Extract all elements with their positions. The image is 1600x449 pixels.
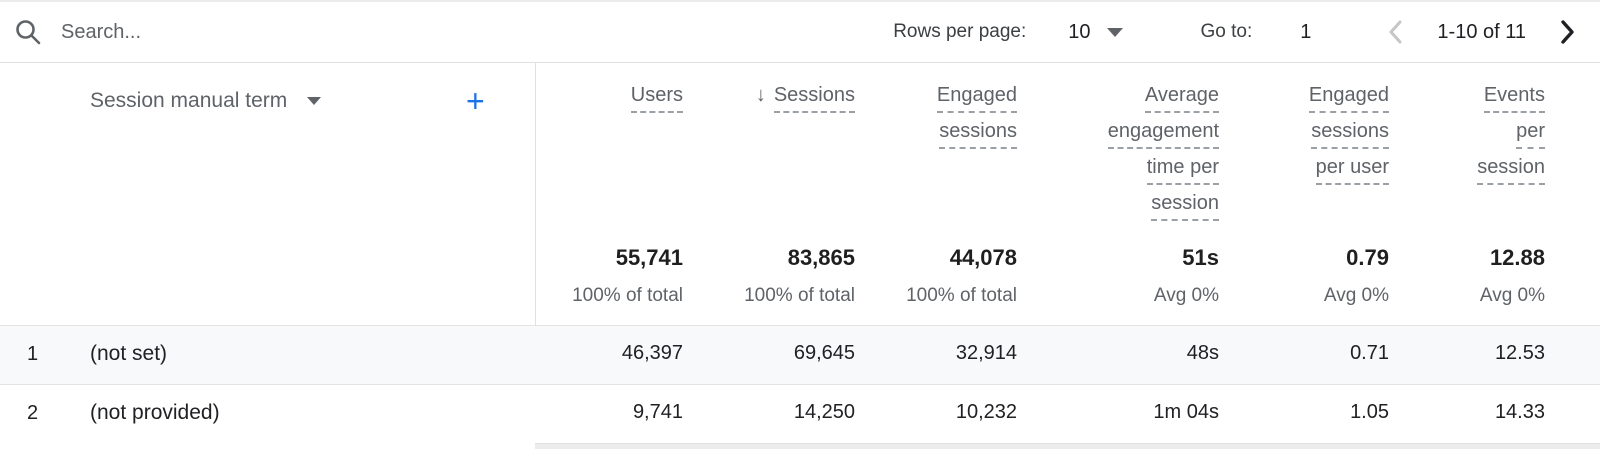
cell-avg-engagement-time: 48s <box>1186 342 1219 364</box>
table-row[interactable]: 1 (not set) 46,397 69,645 32,914 48s 0.7… <box>0 325 1600 384</box>
cell-engaged-sessions-per-user: 1.05 <box>1350 401 1389 423</box>
dimension-caret-icon <box>307 97 322 105</box>
cell-events-per-session: 12.53 <box>1494 342 1545 364</box>
row-metric-values: 9,741 14,250 10,232 1m 04s 1.05 14.33 <box>535 401 1545 424</box>
cell-events-per-session: 14.33 <box>1494 401 1545 423</box>
total-users: 55,741 100% of total <box>572 245 683 306</box>
total-sessions: 83,865 100% of total <box>744 245 855 306</box>
column-header-engaged-sessions[interactable]: Engaged sessions <box>855 84 1017 228</box>
column-headers: Users ↓ Sessions Engaged sessions Average… <box>535 84 1545 228</box>
pager: 1-10 of 11 <box>1381 13 1582 51</box>
plus-icon: + <box>466 83 485 119</box>
table-toolbar: Rows per page: 10 Go to: 1 1-10 of 11 <box>0 0 1600 63</box>
dimension-header-label: Session manual term <box>90 89 288 112</box>
cell-sessions: 69,645 <box>793 342 855 364</box>
dropdown-caret-icon <box>1106 27 1123 37</box>
cell-avg-engagement-time: 1m 04s <box>1153 401 1219 423</box>
row-dimension-value: (not set) <box>90 342 168 365</box>
dimension-header-dropdown[interactable]: Session manual term <box>90 89 322 113</box>
chevron-right-icon <box>1561 20 1574 44</box>
chevron-left-icon <box>1389 20 1402 44</box>
cell-users: 46,397 <box>621 342 683 364</box>
column-header-sessions[interactable]: ↓ Sessions <box>683 84 855 228</box>
totals-row: 55,741 100% of total 83,865 100% of tota… <box>535 245 1545 307</box>
row-number: 1 <box>27 343 39 365</box>
column-header-events-per-session[interactable]: Events per session <box>1389 84 1545 228</box>
total-engaged-sessions-per-user: 0.79 Avg 0% <box>1323 245 1389 306</box>
cell-sessions: 14,250 <box>793 401 855 423</box>
rows-per-page-select[interactable]: 10 <box>1068 20 1123 44</box>
next-page-button[interactable] <box>1552 13 1582 51</box>
row-dimension-value: (not provided) <box>90 401 220 424</box>
pagination-range: 1-10 of 11 <box>1437 20 1526 43</box>
total-events-per-session: 12.88 Avg 0% <box>1479 245 1545 306</box>
previous-page-button[interactable] <box>1381 13 1411 51</box>
pagination-controls: Rows per page: 10 Go to: 1 1-10 of 11 <box>893 13 1600 51</box>
row-metric-values: 46,397 69,645 32,914 48s 0.71 12.53 <box>535 342 1545 365</box>
search-input[interactable] <box>61 20 481 44</box>
rows-per-page-value: 10 <box>1068 20 1091 43</box>
cell-engaged-sessions-per-user: 0.71 <box>1350 342 1389 364</box>
sort-descending-icon: ↓ <box>755 84 766 106</box>
table-row[interactable]: 2 (not provided) 9,741 14,250 10,232 1m … <box>0 384 1600 443</box>
column-header-engaged-sessions-per-user[interactable]: Engaged sessions per user <box>1219 84 1389 228</box>
total-engaged-sessions: 44,078 100% of total <box>906 245 1017 306</box>
column-header-avg-engagement-time[interactable]: Average engagement time per session <box>1017 84 1219 228</box>
column-header-users[interactable]: Users <box>535 84 683 228</box>
column-divider <box>535 63 536 449</box>
go-to-page-input[interactable]: 1 <box>1300 20 1312 43</box>
rows-per-page-label: Rows per page: <box>893 21 1027 42</box>
cell-users: 9,741 <box>632 401 683 423</box>
row-number: 2 <box>27 402 39 424</box>
cell-engaged-sessions: 10,232 <box>955 401 1017 423</box>
search-icon <box>14 18 42 46</box>
search-bar[interactable] <box>0 18 481 46</box>
add-dimension-button[interactable]: + <box>466 83 485 120</box>
total-avg-engagement-time: 51s Avg 0% <box>1153 245 1219 306</box>
next-row-peek <box>535 443 1600 449</box>
go-to-label: Go to: <box>1200 21 1253 42</box>
cell-engaged-sessions: 32,914 <box>955 342 1017 364</box>
